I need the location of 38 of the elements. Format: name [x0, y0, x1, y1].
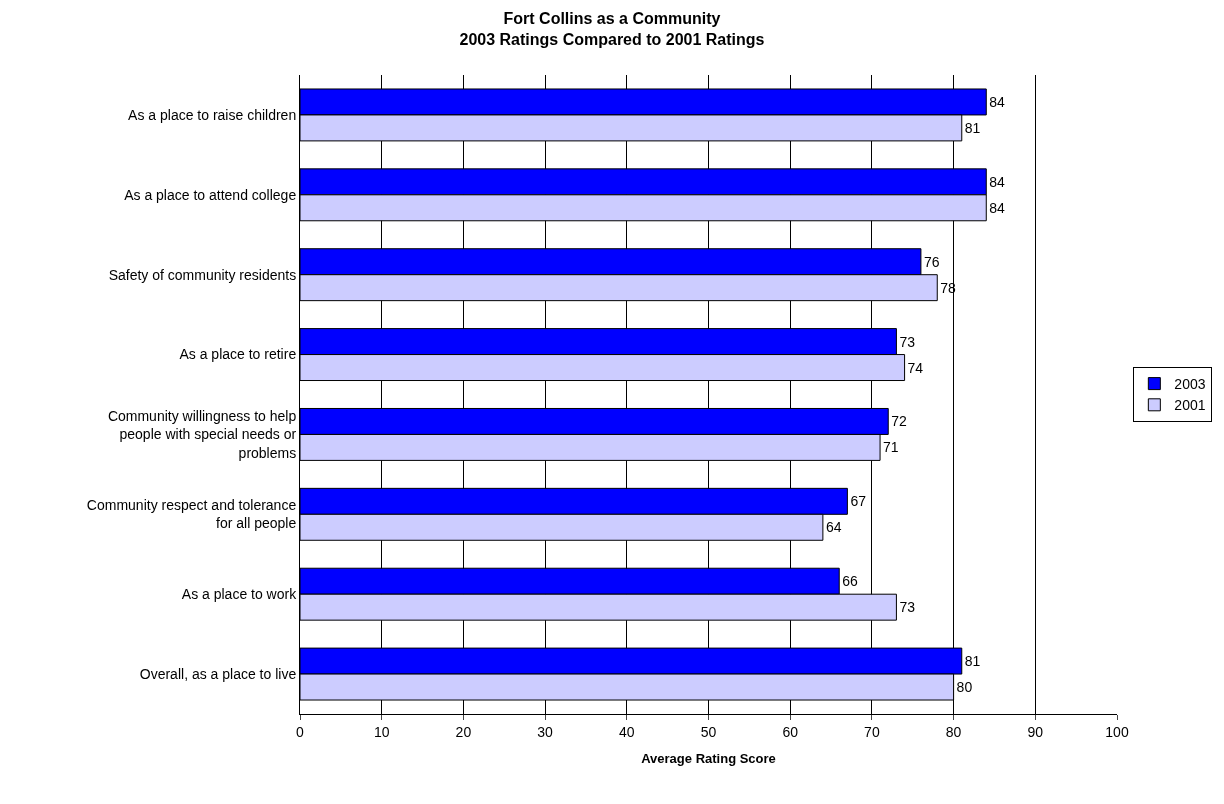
data-label: 84 — [989, 173, 1006, 190]
x-axis-title: Average Rating Score — [641, 751, 776, 767]
x-tick-label: 70 — [864, 723, 880, 740]
data-label: 84 — [989, 199, 1006, 216]
x-tick-label: 50 — [700, 723, 717, 740]
y-tick-label: Overall, as a place to live — [139, 665, 297, 682]
data-label: 81 — [964, 119, 981, 136]
x-tick-label: 10 — [373, 723, 390, 740]
x-tick-label: 90 — [1027, 723, 1044, 740]
y-tick-label: Safety of community residents — [108, 266, 297, 283]
y-tick-label: As a place to attend college — [124, 186, 297, 203]
data-label: 73 — [899, 333, 916, 350]
data-label: 67 — [850, 493, 867, 510]
y-tick-label: As a place to work — [181, 586, 298, 603]
data-label: 72 — [891, 413, 908, 430]
data-label: 76 — [923, 253, 940, 270]
x-tick-label: 30 — [537, 723, 554, 740]
x-tick-label: 40 — [619, 723, 635, 740]
legend-label: 2003 — [1174, 376, 1206, 393]
x-tick-label: 80 — [945, 723, 962, 740]
data-label: 74 — [907, 359, 924, 376]
x-tick-label: 100 — [1105, 723, 1129, 740]
y-tick-label: Community willingness to help people with special needs or problems — [107, 408, 297, 461]
data-label: 64 — [825, 519, 842, 536]
data-label: 80 — [956, 679, 973, 696]
x-tick-label: 20 — [455, 723, 472, 740]
y-tick-label: Community respect and tolerance for all people — [86, 497, 297, 532]
data-label: 71 — [883, 439, 899, 456]
y-tick-label: As a place to raise children — [128, 106, 297, 123]
data-label: 73 — [899, 599, 916, 616]
chart-title: Fort Collins as a Community 2003 Ratings Compared to 2001 Ratings — [459, 10, 765, 48]
legend-label: 2001 — [1174, 397, 1206, 414]
data-label: 81 — [964, 653, 981, 670]
x-tick-label: 60 — [782, 723, 799, 740]
data-label: 84 — [989, 93, 1006, 110]
y-tick-label: As a place to retire — [179, 346, 297, 363]
data-label: 66 — [842, 573, 859, 590]
x-tick-label: 0 — [296, 723, 305, 740]
